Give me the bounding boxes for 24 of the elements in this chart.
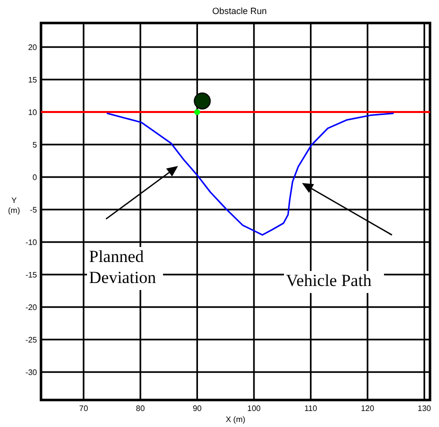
y-tick-label: 5: [32, 140, 38, 150]
y-tick-label: -20: [25, 303, 38, 312]
annotation: Planned Deviation: [89, 247, 157, 287]
x-tick-label: 100: [247, 404, 262, 413]
y-tick-label: 20: [28, 43, 38, 52]
y-tick-label: 0: [32, 173, 38, 182]
x-axis-title: X (m): [226, 415, 246, 424]
y-tick-label: 15: [28, 76, 38, 85]
y-tick-label: 10: [28, 108, 38, 118]
annotation: Vehicle Path: [286, 271, 372, 290]
x-tick-label: 110: [304, 404, 318, 413]
x-tick-label: 120: [360, 404, 375, 413]
y-tick-label: -5: [30, 206, 38, 215]
chart-title: Obstacle Run: [212, 6, 267, 16]
x-tick-label: 80: [136, 404, 146, 413]
y-axis-title: Y (m): [8, 196, 20, 215]
x-tick-label: 130: [418, 404, 432, 413]
x-tick-label: 70: [79, 404, 89, 413]
line-series: [106, 112, 394, 236]
y-tick-label: -15: [25, 270, 38, 280]
y-tick-label: -30: [25, 368, 38, 378]
x-tick-label: 90: [192, 404, 202, 413]
y-tick-label: -25: [25, 336, 38, 345]
y-tick-label: -10: [25, 238, 38, 248]
